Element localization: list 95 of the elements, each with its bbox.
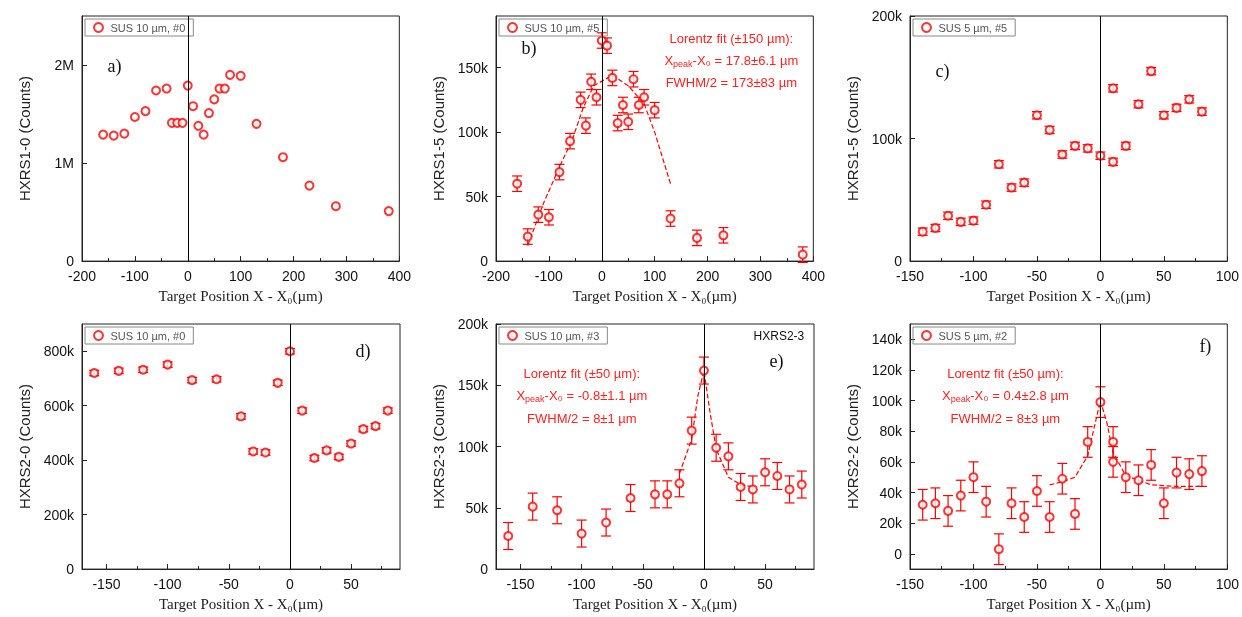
y-tick-label: 120k [871,361,903,378]
x-tick-label: 50 [1156,268,1172,285]
x-tick-label: -150 [895,268,925,285]
y-tick-label: 60k [879,453,903,470]
legend-label: SUS 10 µm, #0 [110,21,186,34]
x-tick-label: 300 [334,268,359,285]
y-tick-label: 0 [894,545,903,562]
x-tick-label: 100 [642,268,667,285]
legend-label: SUS 10 µm, #0 [110,329,186,342]
y-axis-title: HXRS2-0 (Counts) [16,384,33,510]
annotation: d) [355,341,371,363]
x-tick-label: 100 [228,268,253,285]
annotation: HXRS2-3 [753,329,805,344]
x-axis-title: Target Position X - X₀(µm) [572,595,738,613]
x-tick-label: 0 [700,576,709,593]
annotation: e) [769,351,784,373]
annotation: Lorentz fit (±50 µm): [947,366,1064,382]
x-tick-label: -200 [481,268,511,285]
y-tick-label: 150k [457,59,489,76]
y-tick-label: 50k [465,499,489,516]
y-tick-label: 200k [457,316,489,332]
annotation: FWHM/2 = 8±3 µm [950,410,1061,426]
annotation: Lorentz fit (±150 µm): [669,30,794,46]
x-tick-label: 0 [1096,268,1105,285]
y-tick-label: 50k [465,188,489,205]
annotation: a) [107,55,122,77]
x-tick-label: 0 [183,268,192,285]
y-tick-label: 200k [871,8,903,24]
annotation: f) [1199,336,1212,358]
x-tick-label: -50 [1026,576,1048,593]
legend-label: SUS 10 µm, #3 [524,329,600,342]
x-tick-label: -100 [120,268,150,285]
y-tick-label: 100k [871,392,903,409]
x-tick-label: -50 [632,576,654,593]
annotation: FWHM/2 = 173±83 µm [665,75,797,91]
x-tick-label: 0 [286,576,295,593]
y-axis-title: HXRS1-5 (Counts) [844,76,861,202]
x-tick-label: 50 [343,576,360,593]
y-tick-label: 0 [66,253,75,270]
x-axis-title: Target Position X - X₀(µm) [986,595,1151,613]
x-axis-title: Target Position X - X₀(µm) [572,287,737,305]
x-tick-label: -100 [534,268,564,285]
annotation: b) [521,38,537,60]
x-tick-label: -150 [895,576,925,593]
y-tick-label: 150k [457,377,489,394]
y-axis-title: HXRS1-0 (Counts) [16,76,33,202]
x-tick-label: 400 [387,268,412,285]
y-tick-label: 0 [894,253,903,270]
y-tick-label: 2M [54,57,74,74]
annotation: Lorentz fit (±50 µm): [523,366,641,382]
y-tick-label: 600k [43,397,75,414]
y-tick-label: 80k [879,423,903,440]
y-axis-title: HXRS2-2 (Counts) [844,384,861,510]
y-tick-label: 800k [43,343,75,360]
x-tick-label: -150 [92,576,121,593]
x-tick-label: -200 [67,268,97,285]
x-tick-label: 200 [281,268,306,285]
y-axis-title: HXRS2-3 (Counts) [430,384,447,510]
y-tick-label: 400k [43,452,75,469]
legend-label: SUS 5 µm, #5 [938,21,1008,34]
x-tick-label: 0 [1096,576,1105,593]
x-tick-label: -150 [506,576,535,593]
y-tick-label: 1M [54,155,74,172]
y-tick-label: 100k [457,124,489,141]
x-tick-label: -50 [1026,268,1048,285]
x-tick-label: 50 [757,576,774,593]
x-tick-label: -100 [959,576,988,593]
y-tick-label: 100k [457,438,489,455]
x-tick-label: 200 [695,268,720,285]
y-tick-label: 0 [66,561,75,578]
x-axis-title: Target Position X - X₀(µm) [986,287,1151,305]
y-tick-label: 100k [871,130,903,147]
annotation: FWHM/2 = 8±1 µm [527,410,637,426]
x-tick-label: 300 [748,268,773,285]
x-tick-label: 0 [597,268,606,285]
y-tick-label: 140k [871,331,903,348]
annotation: c) [935,60,950,82]
y-tick-label: 200k [43,506,75,523]
y-tick-label: 0 [480,561,489,578]
x-tick-label: 50 [1156,576,1172,593]
y-axis-title: HXRS1-5 (Counts) [430,76,447,202]
y-tick-label: 20k [879,515,903,532]
y-tick-label: 0 [480,253,489,270]
legend-label: SUS 5 µm, #2 [938,329,1008,342]
x-tick-label: 100 [1215,576,1240,593]
y-tick-label: 40k [879,484,903,501]
x-tick-label: -100 [153,576,182,593]
legend-label: SUS 10 µm, #5 [524,21,600,34]
x-tick-label: -100 [567,576,596,593]
x-tick-label: 100 [1215,268,1240,285]
x-tick-label: -100 [959,268,988,285]
x-axis-title: Target Position X - X₀(µm) [158,595,324,613]
x-tick-label: -50 [218,576,240,593]
x-axis-title: Target Position X - X₀(µm) [158,287,323,305]
x-tick-label: 400 [801,268,826,285]
